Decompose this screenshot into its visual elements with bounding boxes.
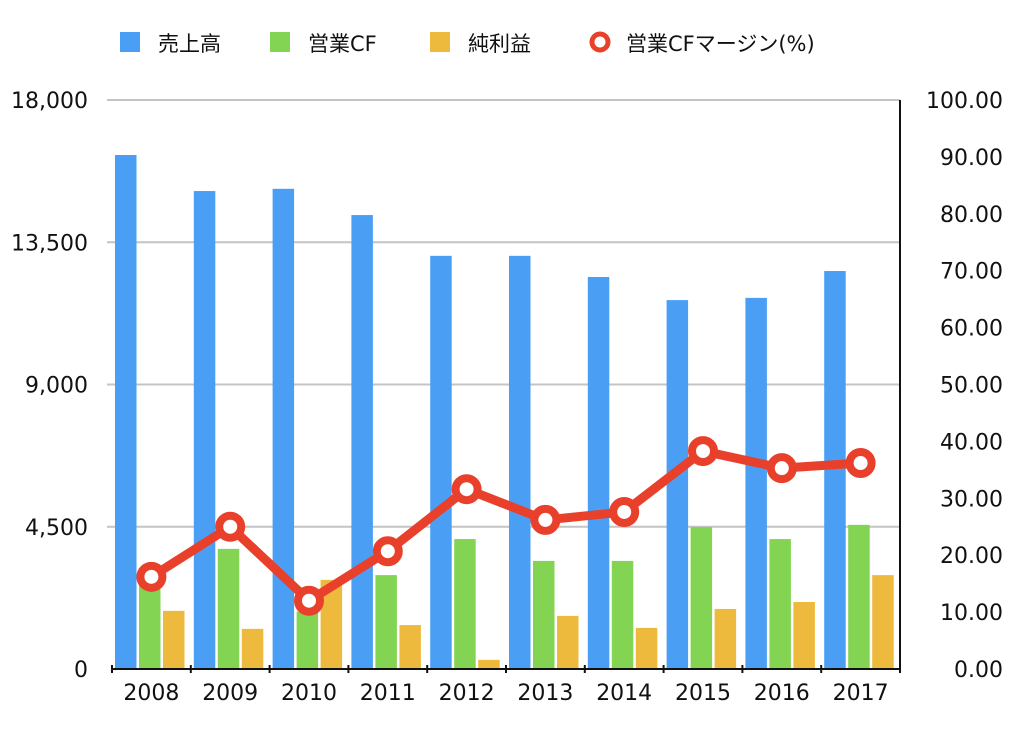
legend-label: 売上高	[158, 32, 221, 56]
right-tick-label: 70.00	[940, 260, 1003, 285]
bars	[115, 155, 894, 670]
legend-label: 営業CFマージン(%)	[626, 32, 815, 56]
bar-売上高-2013	[509, 255, 531, 669]
line-point-2015	[688, 436, 718, 467]
bar-営業CF-2016	[769, 539, 791, 669]
line-point-2017	[845, 448, 876, 479]
line-point-2010	[294, 585, 324, 616]
line-series	[148, 446, 861, 606]
bar-売上高-2014	[587, 277, 610, 669]
x-tick-label: 2008	[123, 681, 179, 706]
x-tick-label: 2014	[596, 681, 652, 706]
right-tick-label: 60.00	[940, 317, 1003, 342]
x-tick-label: 2009	[202, 681, 258, 706]
right-tick-label: 10.00	[940, 601, 1003, 626]
bar-営業CF-2012	[454, 539, 476, 669]
right-tick-label: 90.00	[940, 146, 1003, 171]
legend: 売上高 営業CF 純利益 営業CFマージン(%)	[120, 31, 815, 56]
x-tick-label: 2017	[833, 681, 889, 706]
bar-営業CF-2011	[375, 575, 397, 669]
left-tick-label: 18,000	[11, 89, 88, 114]
x-tick-label: 2012	[439, 681, 495, 706]
gridlines	[107, 99, 900, 528]
bar-純利益-2015	[714, 608, 737, 669]
bar-純利益-2016	[793, 601, 815, 669]
x-tick-label: 2010	[281, 681, 337, 706]
bar-売上高-2015	[666, 300, 689, 669]
bar-純利益-2008	[163, 610, 185, 669]
bar-営業CF-2008	[139, 585, 161, 669]
bar-純利益-2017	[872, 575, 894, 669]
bar-営業CF-2009	[217, 548, 240, 669]
legend-swatch	[120, 32, 140, 52]
legend-marker	[589, 31, 611, 53]
right-tick-label: 40.00	[940, 430, 1003, 455]
left-tick-label: 0	[74, 658, 88, 683]
bar-売上高-2008	[115, 155, 137, 670]
x-tick-label: 2016	[754, 681, 810, 706]
bar-純利益-2011	[399, 625, 421, 669]
left-tick-label: 4,500	[25, 516, 88, 541]
legend-swatch	[270, 32, 290, 52]
right-tick-label: 20.00	[940, 544, 1003, 569]
legend-label: 営業CF	[308, 32, 377, 56]
bar-売上高-2010	[272, 188, 295, 670]
line-point-2016	[766, 453, 797, 484]
line-point-2009	[215, 511, 246, 542]
right-tick-label: 30.00	[940, 487, 1003, 512]
margin-line	[136, 436, 876, 616]
bar-営業CF-2015	[690, 527, 713, 669]
left-tick-label: 9,000	[25, 374, 88, 399]
bar-売上高-2012	[430, 255, 452, 669]
x-tick-label: 2015	[675, 681, 731, 706]
left-tick-label: 13,500	[11, 231, 88, 256]
bar-純利益-2009	[241, 628, 264, 669]
axes: 0 4,500 9,000 13,500 18,000 0.00 10.00 20.00 30.…	[11, 89, 1003, 706]
legend-label: 純利益	[468, 32, 531, 56]
bar-営業CF-2010	[296, 611, 319, 669]
right-tick-label: 80.00	[940, 203, 1003, 228]
line-point-2008	[136, 561, 167, 592]
line-point-2012	[451, 474, 482, 505]
right-tick-label: 100.00	[926, 89, 1003, 114]
right-tick-label: 50.00	[940, 374, 1003, 399]
bar-売上高-2009	[193, 191, 216, 670]
bar-売上高-2011	[351, 215, 373, 669]
bar-営業CF-2013	[533, 560, 555, 669]
bar-純利益-2012	[478, 659, 500, 669]
legend-swatch	[430, 32, 450, 52]
line-point-2014	[609, 496, 640, 527]
bar-売上高-2016	[745, 297, 767, 669]
bar-営業CF-2017	[848, 524, 870, 669]
x-tick-label: 2011	[360, 681, 416, 706]
bar-純利益-2014	[635, 627, 658, 669]
bar-売上高-2017	[824, 271, 846, 669]
bar-純利益-2013	[557, 615, 579, 669]
right-tick-label: 0.00	[954, 658, 1003, 683]
x-tick-label: 2013	[517, 681, 573, 706]
line-point-2013	[530, 504, 561, 535]
bar-純利益-2010	[320, 579, 343, 669]
bar-営業CF-2014	[611, 560, 634, 669]
line-point-2011	[372, 536, 403, 567]
